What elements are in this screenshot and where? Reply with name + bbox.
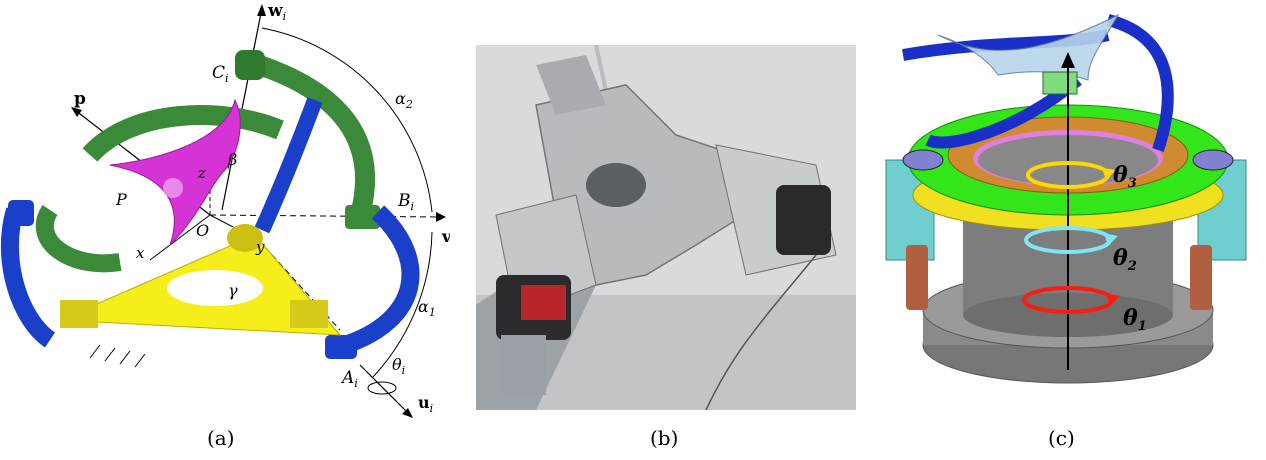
label-z: z — [197, 164, 206, 182]
label-w: wi — [267, 1, 286, 23]
alpha2-arc — [261, 27, 433, 213]
caption-b: (b) — [650, 426, 679, 450]
rotary-stage-diagram: θ3 θ2 θ1 — [885, 13, 1247, 384]
label-v: vi — [441, 227, 450, 249]
label-B: Bi — [397, 191, 414, 213]
label-x: x — [136, 244, 145, 262]
caption-a: (a) — [207, 426, 235, 450]
label-theta2: θ2 — [1113, 245, 1137, 274]
label-C: Ci — [212, 63, 229, 85]
label-u: ui — [418, 393, 433, 415]
label-alpha2: α2 — [395, 89, 413, 111]
alpha1-arc — [371, 231, 433, 379]
label-y: y — [255, 238, 265, 256]
blue-link — [0, 207, 56, 348]
label-theta: θi — [392, 355, 405, 377]
label-theta1: θ1 — [1123, 305, 1147, 334]
robot-photo — [476, 45, 856, 410]
v-axis — [209, 214, 441, 218]
label-beta: β — [227, 150, 237, 169]
label-theta3: θ3 — [1113, 162, 1137, 191]
magenta-platform — [109, 98, 241, 246]
label-alpha1: α1 — [418, 297, 436, 319]
green-link — [247, 52, 375, 218]
label-gamma: γ — [228, 281, 238, 300]
label-p: p — [74, 89, 86, 109]
label-O: O — [196, 221, 209, 240]
caption-c: (c) — [1048, 426, 1075, 450]
label-A: Ai — [340, 368, 358, 390]
label-P: P — [115, 190, 127, 209]
mechanism-diagram: wi Ci p α2 β z P Bi vi O y x γ α1 Ai θi … — [0, 1, 450, 418]
